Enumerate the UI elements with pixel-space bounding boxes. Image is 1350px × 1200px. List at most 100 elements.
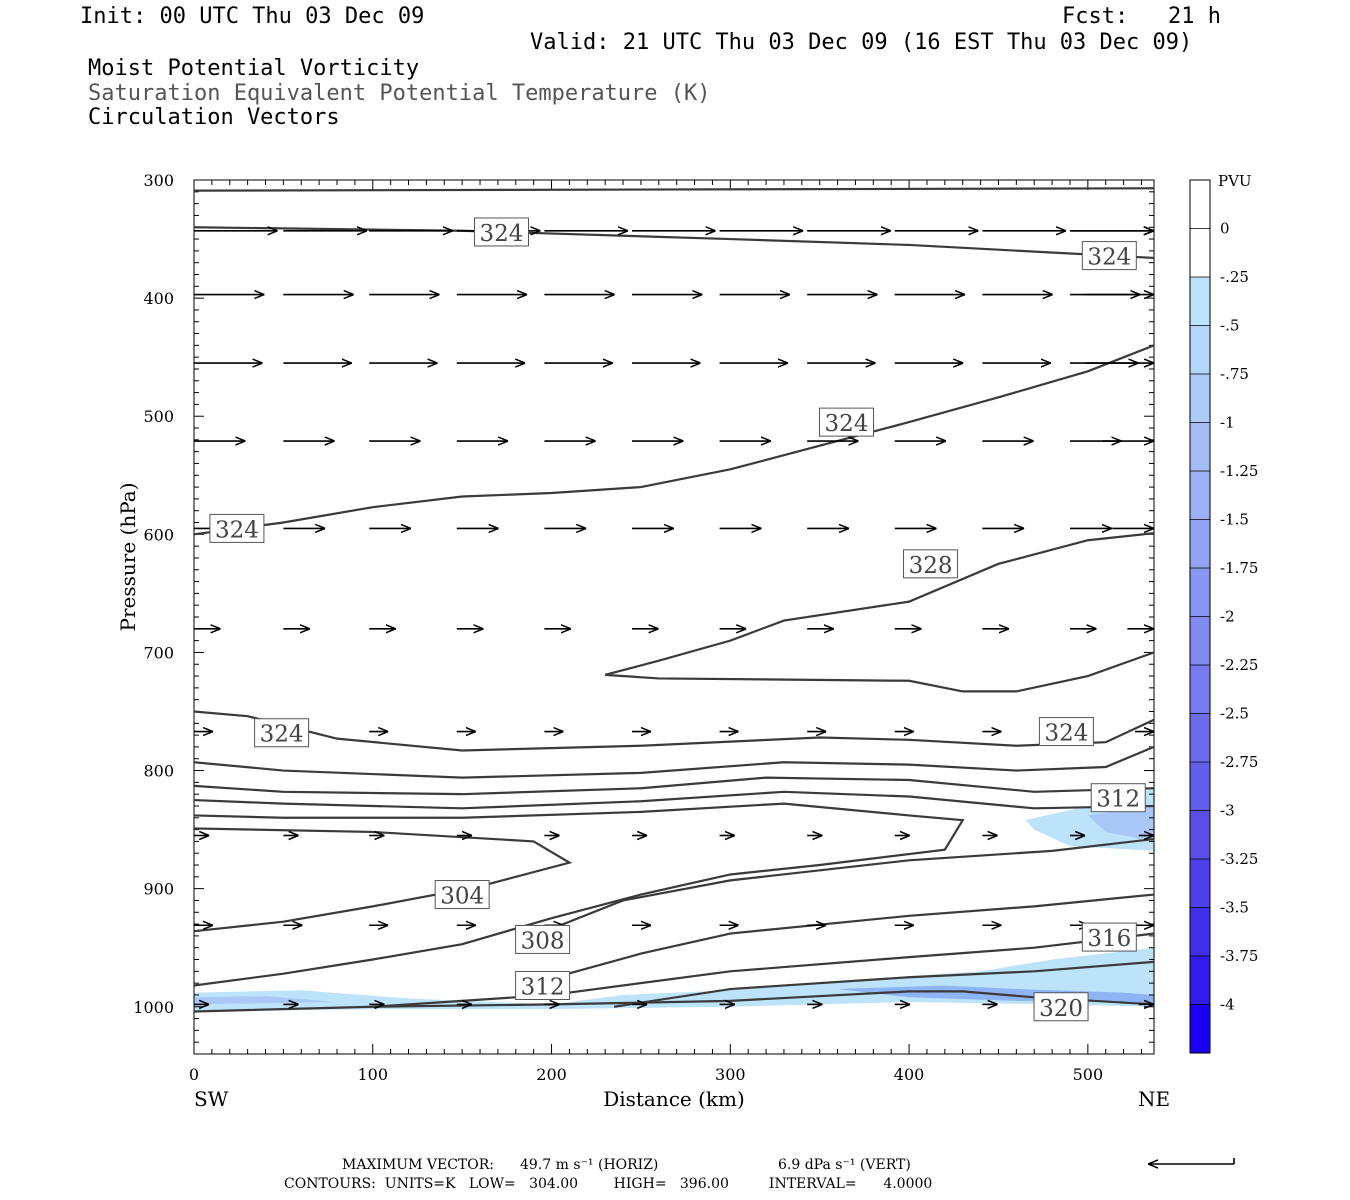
contour-label: 324 — [260, 722, 304, 748]
contour-label-box — [515, 924, 571, 954]
colorbar-swatch — [1190, 956, 1210, 1005]
colorbar-swatch — [1190, 665, 1210, 714]
colorbar-swatch — [1190, 228, 1210, 277]
colorbar-swatch — [1190, 713, 1210, 762]
theta-contour — [193, 344, 1155, 536]
colorbar-swatch — [1190, 568, 1210, 617]
contour-label-box — [209, 513, 265, 543]
y-tick-label: 1000 — [133, 998, 174, 1017]
contour-label: 324 — [1087, 245, 1131, 271]
colorbar-swatch — [1190, 422, 1210, 471]
theta-contour — [193, 187, 1155, 192]
x-tick-label: 200 — [536, 1065, 567, 1084]
contour-label: 328 — [909, 553, 953, 579]
colorbar-swatch — [1190, 859, 1210, 908]
y-tick-label: 800 — [143, 762, 174, 781]
contour-label-box — [254, 718, 310, 748]
theta-contour — [604, 532, 1155, 676]
theta-contour — [613, 960, 1155, 1008]
colorbar-label: -3.5 — [1220, 899, 1249, 917]
field-title-pv: Moist Potential Vorticity — [88, 56, 420, 81]
contour-label: 324 — [825, 411, 869, 437]
pv-shading — [194, 996, 338, 1005]
contour-label: 312 — [521, 974, 565, 1000]
contour-label: 320 — [1039, 996, 1083, 1022]
y-axis-label: Pressure (hPa) — [116, 483, 140, 632]
colorbar-swatch — [1190, 519, 1210, 568]
colorbar-label: -2.75 — [1220, 753, 1258, 771]
pv-shading — [1087, 805, 1154, 842]
colorbar-label: -2.25 — [1220, 656, 1258, 674]
theta-contour — [193, 776, 1155, 796]
contour-label: 312 — [1096, 787, 1140, 813]
colorbar-label: -2 — [1220, 608, 1235, 626]
colorbar-swatch — [1190, 471, 1210, 520]
contour-label-box — [1038, 717, 1094, 747]
theta-contour — [193, 802, 965, 987]
theta-contour — [193, 827, 573, 933]
colorbar-label: -1 — [1220, 414, 1235, 432]
contour-label-box — [1090, 783, 1146, 813]
init-time: Init: 00 UTC Thu 03 Dec 09 — [80, 4, 425, 29]
theta-contour — [193, 710, 1155, 752]
colorbar-swatch — [1190, 277, 1210, 326]
contour-label-box — [515, 970, 571, 1000]
x-left-label: SW — [194, 1087, 229, 1111]
max-vector-vert: 6.9 dPa s⁻¹ (VERT) — [778, 1157, 911, 1173]
contour-label-box — [903, 549, 959, 579]
colorbar-label: -3 — [1220, 802, 1235, 820]
forecast-hour: Fcst: 21 h — [1062, 4, 1221, 29]
colorbar-label: -2.5 — [1220, 705, 1249, 723]
contour-label: 316 — [1087, 926, 1131, 952]
x-tick-label: 0 — [189, 1065, 199, 1084]
contour-label: 308 — [521, 928, 565, 954]
x-axis-label: Distance (km) — [603, 1087, 745, 1111]
theta-contour — [533, 837, 1155, 937]
x-tick-label: 100 — [357, 1065, 388, 1084]
y-tick-label: 600 — [143, 525, 174, 544]
theta-contour — [193, 790, 1155, 810]
colorbar-swatch — [1190, 810, 1210, 859]
contour-label: 324 — [1044, 721, 1088, 747]
field-title-theta: Saturation Equivalent Potential Temperat… — [88, 81, 711, 106]
contour-label-box — [1081, 241, 1137, 271]
colorbar-swatch — [1190, 374, 1210, 423]
max-vector-horiz: 49.7 m s⁻¹ (HORIZ) — [520, 1157, 659, 1173]
colorbar-label: -1.25 — [1220, 462, 1258, 480]
colorbar-swatch — [1190, 180, 1210, 229]
colorbar-label: -1.5 — [1220, 511, 1249, 529]
contour-info: CONTOURS: UNITS=K LOW= 304.00 HIGH= 396.… — [284, 1176, 933, 1192]
contour-label-box — [434, 880, 490, 910]
theta-contour — [605, 651, 1155, 693]
y-tick-label: 700 — [143, 643, 174, 662]
contour-label-box — [473, 217, 529, 247]
x-tick-label: 400 — [894, 1065, 925, 1084]
field-title-vectors: Circulation Vectors — [88, 105, 340, 130]
max-vector-label: MAXIMUM VECTOR: — [342, 1157, 494, 1173]
contour-label-box — [1081, 922, 1137, 952]
colorbar-label: -.25 — [1220, 268, 1249, 286]
colorbar-label: -4 — [1220, 996, 1235, 1014]
colorbar-swatch — [1190, 907, 1210, 956]
plot-frame — [193, 179, 1155, 1055]
theta-contour — [193, 226, 1155, 260]
x-tick-label: 500 — [1073, 1065, 1104, 1084]
y-tick-label: 400 — [143, 289, 174, 308]
colorbar-swatch — [1190, 616, 1210, 665]
y-tick-label: 900 — [143, 880, 174, 899]
y-tick-label: 300 — [143, 171, 174, 190]
contour-label-box — [1033, 992, 1089, 1022]
colorbar-label: -1.75 — [1220, 559, 1258, 577]
colorbar-label: -3.75 — [1220, 947, 1258, 965]
y-tick-label: 500 — [143, 407, 174, 426]
colorbar-unit: PVU — [1218, 172, 1252, 190]
x-right-label: NE — [1138, 1087, 1170, 1111]
colorbar-label: -.75 — [1220, 365, 1249, 383]
colorbar-swatch — [1190, 325, 1210, 374]
theta-contour — [193, 990, 1155, 1013]
contour-label: 324 — [215, 517, 259, 543]
colorbar-label: 0 — [1220, 220, 1230, 238]
theta-contour — [193, 745, 1155, 779]
colorbar-swatch — [1190, 1004, 1210, 1053]
